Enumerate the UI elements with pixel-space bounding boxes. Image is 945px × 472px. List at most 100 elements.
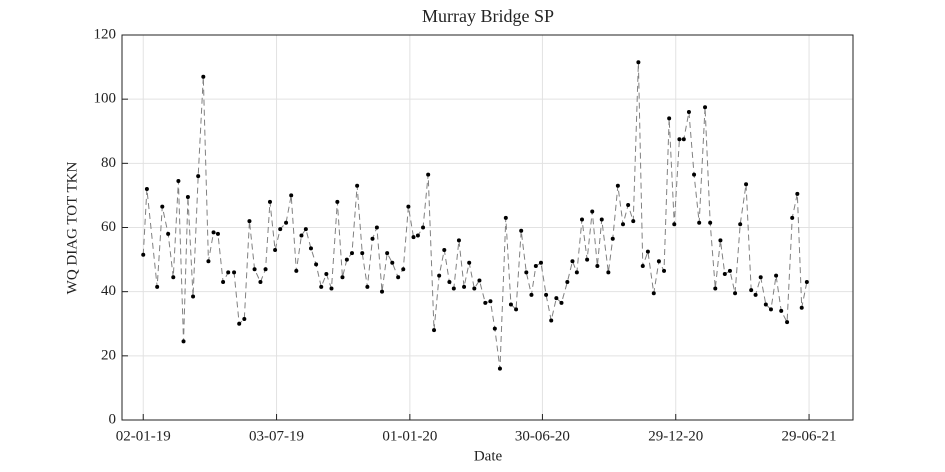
data-point [574, 270, 579, 275]
data-point [166, 231, 171, 236]
data-point [621, 222, 626, 227]
data-point [467, 260, 472, 265]
x-tick-label: 01-01-20 [382, 428, 437, 444]
plot [141, 60, 809, 371]
data-point [785, 320, 790, 325]
data-point [488, 299, 493, 304]
data-point [462, 284, 467, 289]
data-point [396, 275, 401, 280]
data-point [191, 294, 196, 299]
data-point [497, 366, 502, 371]
data-point [758, 275, 763, 280]
data-point [447, 280, 452, 285]
data-point [289, 193, 294, 198]
y-tick-label: 40 [101, 283, 116, 299]
data-point [171, 275, 176, 280]
data-point [795, 191, 800, 196]
data-point [681, 137, 686, 142]
y-tick-label: 0 [109, 411, 117, 427]
y-tick-label: 100 [94, 91, 117, 107]
data-point [636, 60, 641, 65]
data-point [176, 178, 181, 183]
data-point [437, 273, 442, 278]
data-point [708, 220, 713, 225]
data-point [590, 209, 595, 214]
data-point [640, 264, 645, 268]
data-point [226, 270, 231, 275]
data-point [749, 288, 754, 293]
data-point [319, 284, 324, 289]
data-point [284, 220, 289, 225]
data-point [385, 251, 390, 256]
data-point [335, 199, 340, 204]
data-point [570, 259, 575, 264]
data-point [656, 259, 661, 264]
data-point [662, 268, 667, 273]
data-point [692, 172, 697, 177]
data-point [538, 260, 543, 265]
data-point [415, 233, 420, 238]
y-tick-label: 120 [94, 26, 117, 42]
x-axis-label: Date [474, 448, 503, 464]
data-point [355, 183, 360, 188]
data-point [579, 217, 584, 222]
data-point [370, 236, 375, 241]
data-point [426, 172, 431, 177]
data-point [340, 275, 345, 280]
data-point [329, 286, 334, 291]
data-point [442, 247, 447, 252]
data-point [645, 249, 650, 254]
y-tick-label: 20 [101, 347, 116, 363]
data-point [483, 300, 488, 305]
data-point [308, 246, 313, 251]
data-point [533, 264, 538, 268]
data-point [432, 328, 437, 333]
data-point [631, 219, 636, 224]
data-point [599, 217, 604, 222]
data-point [344, 257, 349, 262]
chart-title: Murray Bridge SP [422, 6, 554, 26]
data-point [206, 259, 211, 264]
data-point [456, 238, 461, 243]
data-point [544, 292, 549, 297]
data-point [672, 222, 677, 227]
data-point [722, 272, 727, 277]
data-point [365, 284, 370, 289]
data-point [160, 204, 165, 209]
data-point [799, 305, 804, 310]
data-point [686, 110, 691, 114]
data-point [768, 307, 773, 312]
data-point [529, 292, 534, 297]
data-point [508, 302, 513, 307]
data-point [503, 215, 508, 220]
data-point [585, 257, 590, 262]
data-point [278, 227, 283, 232]
data-point [144, 187, 149, 191]
data-point [237, 321, 242, 326]
data-point [349, 251, 354, 256]
data-point [211, 230, 216, 235]
data-point [374, 225, 379, 230]
data-point [514, 307, 519, 312]
data-point [610, 236, 615, 241]
data-point [549, 318, 554, 323]
data-point [703, 105, 708, 110]
data-point [294, 268, 299, 273]
data-point [141, 252, 146, 257]
data-point [181, 339, 186, 344]
data-point [421, 225, 426, 230]
data-point [390, 260, 395, 265]
x-tick-label: 02-01-19 [116, 428, 171, 444]
data-point [477, 278, 482, 283]
data-point [667, 116, 672, 121]
data-point [713, 286, 718, 291]
data-point [360, 251, 365, 256]
data-point [267, 199, 272, 204]
y-tick-label: 80 [101, 155, 116, 171]
data-point [677, 137, 682, 142]
data-point [718, 238, 723, 243]
data-point [738, 222, 743, 227]
data-point [774, 273, 779, 278]
data-point [299, 233, 304, 238]
